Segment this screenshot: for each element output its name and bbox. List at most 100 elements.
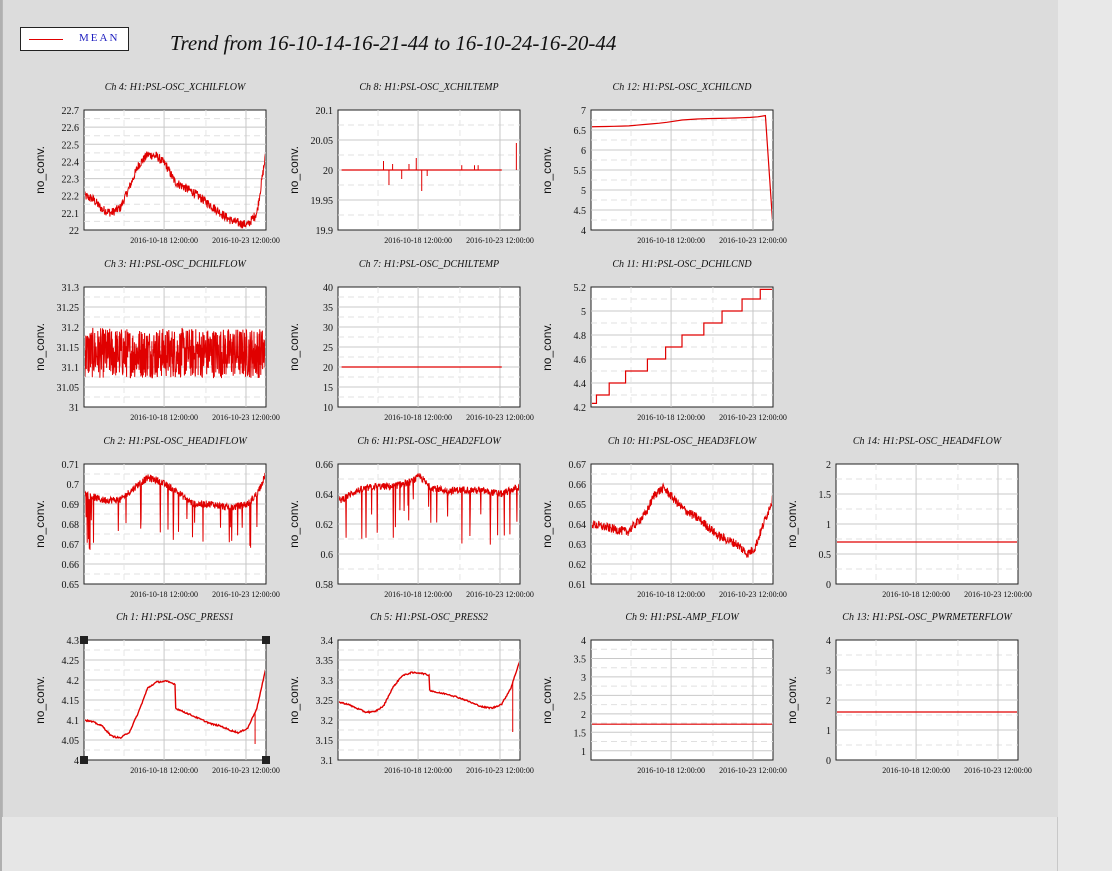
x-tick-label: 2016-10-18 12:00:00 — [384, 413, 452, 422]
y-tick-label: 0.5 — [819, 550, 832, 561]
x-tick-label: 2016-10-23 12:00:00 — [964, 766, 1032, 775]
y-tick-label: 22.3 — [62, 175, 80, 186]
y-tick-label: 0.66 — [316, 460, 334, 471]
y-axis-label: no_conv. — [540, 676, 554, 724]
series-line — [339, 661, 519, 714]
chart-panel: Ch 13: H1:PSL-OSC_PWRMETERFLOW 0 1 2 3 4 2016-… — [785, 612, 1032, 775]
series-group — [85, 327, 265, 379]
y-axis-label: no_conv. — [785, 676, 799, 724]
chart-panel: Ch 9: H1:PSL-AMP_FLOW 1 1.5 2 2.5 3 3.5 4 2016-1… — [540, 612, 787, 775]
y-tick-label: 35 — [323, 303, 333, 314]
y-tick-label: 1.5 — [574, 728, 587, 739]
y-tick-label: 0.71 — [62, 460, 80, 471]
y-tick-label: 2 — [826, 696, 831, 707]
x-tick-label: 2016-10-23 12:00:00 — [212, 590, 280, 599]
y-axis-label: no_conv. — [33, 676, 47, 724]
x-tick-label: 2016-10-23 12:00:00 — [719, 766, 787, 775]
y-tick-label: 4.25 — [62, 656, 80, 667]
x-tick-label: 2016-10-23 12:00:00 — [466, 590, 534, 599]
y-tick-label: 1.5 — [819, 490, 832, 501]
y-tick-label: 0.65 — [569, 500, 587, 511]
x-tick-label: 2016-10-23 12:00:00 — [212, 236, 280, 245]
y-tick-label: 3.25 — [316, 696, 334, 707]
chart-panel: Ch 3: H1:PSL-OSC_DCHILFLOW 31 31.05 31.1 31.… — [33, 259, 280, 422]
x-tick-label: 2016-10-18 12:00:00 — [637, 590, 705, 599]
series-line — [85, 151, 265, 229]
y-tick-label: 31 — [69, 403, 79, 414]
series-line — [85, 669, 265, 739]
y-tick-label: 0.67 — [62, 540, 80, 551]
x-tick-label: 2016-10-23 12:00:00 — [212, 413, 280, 422]
y-tick-label: 22.2 — [62, 192, 80, 203]
series-group — [85, 151, 265, 229]
x-tick-label: 2016-10-18 12:00:00 — [130, 766, 198, 775]
y-tick-label: 0.67 — [569, 460, 587, 471]
y-tick-label: 3.1 — [321, 756, 334, 767]
y-axis-label: no_conv. — [540, 146, 554, 194]
y-tick-label: 10 — [323, 403, 333, 414]
selection-handle — [262, 756, 270, 764]
series-line — [592, 114, 772, 223]
x-tick-label: 2016-10-23 12:00:00 — [466, 766, 534, 775]
y-tick-label: 25 — [323, 343, 333, 354]
chart-title: Ch 2: H1:PSL-OSC_HEAD1FLOW — [103, 436, 248, 447]
y-axis-label: no_conv. — [33, 500, 47, 548]
y-tick-label: 31.2 — [62, 323, 80, 334]
y-tick-label: 1 — [581, 747, 586, 758]
x-tick-label: 2016-10-23 12:00:00 — [466, 413, 534, 422]
x-tick-label: 2016-10-18 12:00:00 — [882, 590, 950, 599]
y-tick-label: 4 — [74, 756, 79, 767]
series-line — [85, 327, 265, 379]
y-tick-label: 2 — [826, 460, 831, 471]
y-tick-label: 4.8 — [574, 331, 587, 342]
y-tick-label: 3 — [581, 673, 586, 684]
x-tick-label: 2016-10-18 12:00:00 — [637, 413, 705, 422]
y-tick-label: 5.2 — [574, 283, 587, 294]
y-tick-label: 0.66 — [62, 560, 80, 571]
y-tick-label: 40 — [323, 283, 333, 294]
y-tick-label: 0.68 — [62, 520, 80, 531]
y-tick-label: 0.62 — [569, 560, 587, 571]
chart-title: Ch 14: H1:PSL-OSC_HEAD4FLOW — [853, 436, 1003, 447]
y-tick-label: 4.5 — [574, 206, 587, 217]
x-tick-label: 2016-10-23 12:00:00 — [964, 590, 1032, 599]
chart-title: Ch 12: H1:PSL-OSC_XCHILCND — [613, 82, 753, 93]
y-tick-label: 0.65 — [62, 580, 80, 591]
x-tick-label: 2016-10-18 12:00:00 — [130, 590, 198, 599]
selection-handle — [262, 636, 270, 644]
x-tick-label: 2016-10-23 12:00:00 — [466, 236, 534, 245]
y-tick-label: 0 — [826, 756, 831, 767]
y-tick-label: 5 — [581, 186, 586, 197]
chart-panel: Ch 12: H1:PSL-OSC_XCHILCND 4 4.5 5 5.5 6 6.5 7 2… — [540, 82, 787, 245]
y-tick-label: 0.64 — [569, 520, 587, 531]
y-tick-label: 3 — [826, 666, 831, 677]
y-tick-label: 22.6 — [62, 123, 80, 134]
y-tick-label: 4.2 — [574, 403, 587, 414]
x-tick-label: 2016-10-18 12:00:00 — [130, 413, 198, 422]
y-axis-label: no_conv. — [540, 323, 554, 371]
y-tick-label: 30 — [323, 323, 333, 334]
y-axis-label: no_conv. — [287, 676, 301, 724]
y-tick-label: 31.3 — [62, 283, 80, 294]
y-tick-label: 31.15 — [57, 343, 80, 354]
y-tick-label: 0.64 — [316, 490, 334, 501]
series-group — [592, 482, 772, 558]
chart-title: Ch 11: H1:PSL-OSC_DCHILCND — [612, 259, 752, 270]
y-tick-label: 2.5 — [574, 691, 587, 702]
y-tick-label: 1 — [826, 520, 831, 531]
x-tick-label: 2016-10-18 12:00:00 — [384, 236, 452, 245]
y-tick-label: 22 — [69, 226, 79, 237]
y-tick-label: 4.1 — [67, 716, 80, 727]
y-tick-label: 2 — [581, 710, 586, 721]
legend-mean-label: MEAN — [79, 32, 120, 44]
y-tick-label: 0.66 — [569, 480, 587, 491]
y-tick-label: 6.5 — [574, 126, 587, 137]
chart-panel: Ch 10: H1:PSL-OSC_HEAD3FLOW 0.61 0.62 0.63 0… — [540, 436, 787, 599]
series-line — [339, 473, 519, 545]
x-tick-label: 2016-10-23 12:00:00 — [719, 236, 787, 245]
y-tick-label: 31.1 — [62, 363, 80, 374]
y-tick-label: 3.15 — [316, 736, 334, 747]
right-margin — [1057, 0, 1112, 871]
y-axis-label: no_conv. — [287, 323, 301, 371]
series-line — [85, 472, 265, 550]
